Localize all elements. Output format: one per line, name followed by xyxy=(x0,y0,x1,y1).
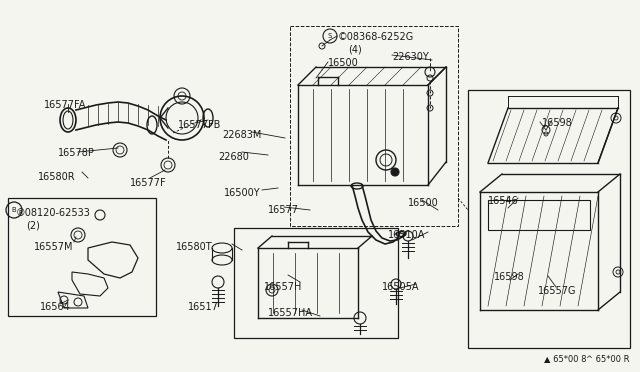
Text: 16577FA: 16577FA xyxy=(44,100,86,110)
Text: ▲ 65*00 8: ▲ 65*00 8 xyxy=(544,354,586,363)
Bar xyxy=(234,228,398,338)
Text: 16598: 16598 xyxy=(542,118,573,128)
Text: 16577F: 16577F xyxy=(130,178,166,188)
Text: 22683M: 22683M xyxy=(222,130,261,140)
Text: 16580T: 16580T xyxy=(176,242,212,252)
Text: 16546: 16546 xyxy=(488,196,519,206)
Text: 16500Y: 16500Y xyxy=(224,188,260,198)
Text: 16578P: 16578P xyxy=(58,148,95,158)
Text: 16505A: 16505A xyxy=(382,282,419,292)
Text: 16510A: 16510A xyxy=(388,230,426,240)
Text: (2): (2) xyxy=(26,220,40,230)
Text: 16500: 16500 xyxy=(408,198,439,208)
Text: 16557H: 16557H xyxy=(264,282,302,292)
Bar xyxy=(8,198,156,316)
Text: 16557G: 16557G xyxy=(538,286,577,296)
Text: ^ 65*00 R: ^ 65*00 R xyxy=(586,355,630,364)
Text: 16577: 16577 xyxy=(268,205,299,215)
Text: 16598: 16598 xyxy=(494,272,525,282)
Bar xyxy=(488,200,590,230)
Text: 16557HA: 16557HA xyxy=(268,308,313,318)
Text: B: B xyxy=(12,207,17,213)
Text: 16577FB: 16577FB xyxy=(178,120,221,130)
Text: 22680: 22680 xyxy=(218,152,249,162)
Circle shape xyxy=(391,168,399,176)
Text: 16500: 16500 xyxy=(328,58,359,68)
Text: 16564: 16564 xyxy=(40,302,71,312)
Text: (4): (4) xyxy=(348,44,362,54)
Text: 16517: 16517 xyxy=(188,302,219,312)
Bar xyxy=(468,90,630,348)
Text: 16580R: 16580R xyxy=(38,172,76,182)
Text: 16557M: 16557M xyxy=(34,242,74,252)
Text: S: S xyxy=(328,33,332,39)
Text: 22630Y: 22630Y xyxy=(392,52,429,62)
Text: ®08120-62533: ®08120-62533 xyxy=(16,208,91,218)
Bar xyxy=(290,26,458,226)
Text: ©08368-6252G: ©08368-6252G xyxy=(338,32,414,42)
